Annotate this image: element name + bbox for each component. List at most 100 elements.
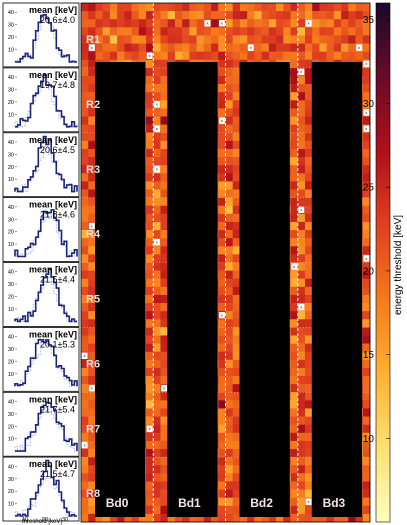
histogram-series [14, 135, 78, 193]
disabled-channel [363, 255, 370, 262]
heatmap-cell [153, 157, 161, 166]
heatmap-cell [276, 35, 284, 44]
heatmap-cell [290, 116, 299, 125]
heatmap-cell [297, 35, 306, 44]
heatmap-cell [290, 270, 299, 280]
heatmap-cell [232, 505, 241, 515]
heatmap-cell [304, 165, 313, 174]
heatmap-cell [211, 43, 219, 52]
heatmap-cell [88, 51, 96, 61]
heatmap-cell [182, 11, 190, 20]
panel-mean-label: mean [keV] [29, 5, 77, 15]
heatmap-cell [362, 449, 371, 458]
colorbar-tick-label: 25 [363, 183, 375, 194]
heatmap-cell [160, 51, 168, 61]
disabled-channel-marker: x [156, 240, 158, 245]
heatmap-cell [232, 92, 241, 101]
heatmap-cell [218, 432, 226, 442]
heatmap-cell [218, 51, 226, 61]
heatmap-cell [290, 75, 299, 85]
heatmap-cell [290, 100, 299, 109]
disabled-channel [81, 441, 88, 449]
heatmap-cell [81, 108, 89, 117]
heatmap-cell [88, 335, 96, 344]
heatmap-cell [218, 92, 226, 101]
heatmap-cell [362, 278, 371, 288]
heatmap-cell [304, 238, 313, 247]
heatmap-cell [297, 408, 306, 417]
heatmap-cell [225, 157, 234, 166]
y-tick-label: 30 [8, 88, 14, 94]
disabled-channel-marker: x [358, 45, 360, 50]
heatmap-cell [160, 165, 168, 174]
heatmap-cell [81, 335, 89, 344]
heatmap-cell [362, 27, 371, 36]
heatmap-cell [218, 3, 226, 12]
heatmap-cell [225, 92, 234, 101]
heatmap-cell [153, 230, 161, 239]
heatmap-cell [290, 254, 299, 263]
heatmap-cell [290, 505, 299, 515]
heatmap-cell [348, 513, 356, 523]
histogram-series [15, 74, 78, 128]
heatmap-cell [218, 343, 226, 352]
heatmap-cell [333, 19, 342, 28]
heatmap-cell [88, 449, 96, 458]
heatmap-cell [160, 497, 168, 507]
heatmap-cell [341, 43, 349, 52]
heatmap-cell [225, 432, 234, 442]
panel-frame [2, 391, 80, 457]
heatmap-cell [160, 376, 168, 385]
heatmap-cell [146, 376, 154, 385]
heatmap-cell [276, 513, 284, 523]
heatmap-cell [232, 327, 241, 336]
heatmap-cell [297, 319, 306, 328]
heatmap-cell [283, 51, 291, 61]
heatmap-cell [174, 43, 183, 52]
heatmap-cell [218, 286, 226, 296]
heatmap-cell [124, 43, 132, 52]
heatmap-cell [153, 392, 161, 401]
heatmap-cell [304, 294, 313, 304]
heatmap-cell [362, 262, 371, 271]
heatmap-cell [88, 481, 96, 490]
heatmap-cell [160, 343, 168, 352]
heatmap-cell [232, 513, 241, 523]
heatmap-cell [304, 351, 313, 361]
heatmap-cell [232, 3, 241, 12]
disabled-channel-marker: x [91, 223, 93, 228]
heatmap-cell [153, 416, 161, 425]
heatmap-cell [304, 100, 313, 109]
y-tick-label: 40 [8, 140, 14, 146]
heatmap-cell [88, 408, 96, 417]
heatmap-cell [232, 254, 241, 263]
heatmap-cell [297, 108, 306, 117]
heatmap-cell [297, 294, 306, 304]
heatmap-cell [297, 392, 306, 401]
heatmap-cell [160, 157, 168, 166]
heatmap-cell [290, 449, 299, 458]
heatmap-cell [362, 367, 371, 377]
heatmap-cell [254, 27, 262, 36]
heatmap-cell [290, 132, 299, 142]
heatmap-cell [88, 254, 96, 263]
heatmap-cell [218, 181, 226, 190]
panel-mean-value: 21.5±4.4 [40, 275, 75, 285]
heatmap-cell [362, 473, 371, 482]
heatmap-cell [232, 43, 241, 52]
heatmap-cell [88, 230, 96, 239]
heatmap-cell [95, 43, 103, 52]
heatmap-cell [232, 157, 241, 166]
heatmap-cell [146, 286, 154, 296]
heatmap-cell [81, 230, 89, 239]
histogram-panel: 10 20 30 40 mean [keV]20.6±4.5 [2, 132, 80, 198]
heatmap-cell [297, 497, 306, 507]
heatmap-cell [232, 440, 241, 450]
heatmap-cell [225, 262, 234, 271]
heatmap-cell [247, 27, 255, 36]
heatmap-cell [160, 416, 168, 425]
heatmap-cell [218, 376, 226, 385]
heatmap-cell [117, 51, 125, 61]
heatmap-cell [146, 11, 154, 20]
